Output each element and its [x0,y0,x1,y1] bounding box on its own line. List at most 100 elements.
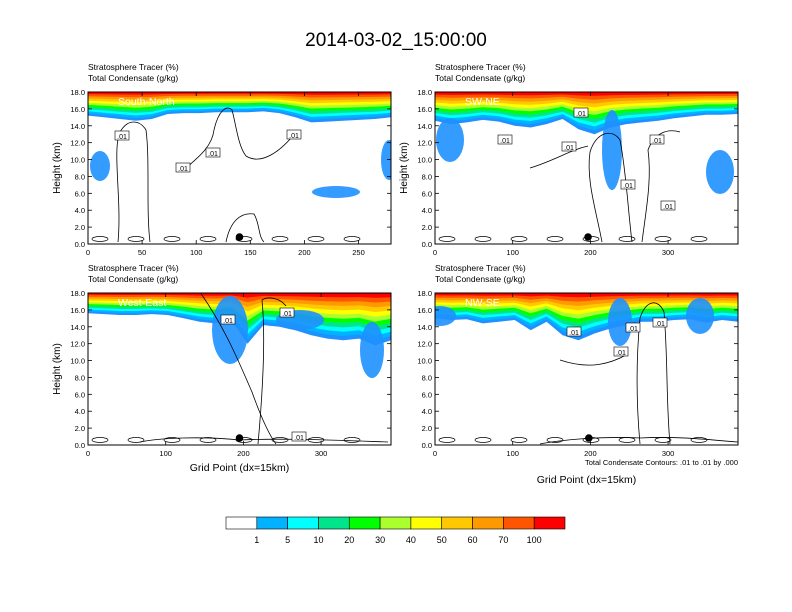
condensate-patch [435,306,456,326]
y-tick-label: 12.0 [417,340,432,349]
x-axis-label: Grid Point (dx=15km) [190,462,290,474]
condensate-contour [116,121,151,243]
condensate-contour [539,437,738,445]
condensate-patch [602,110,622,190]
condensate-patch [608,298,632,346]
y-tick-label: 18.0 [70,88,85,97]
contour-label: .01 [178,166,188,173]
x-tick-label: 200 [298,248,311,257]
contour-label-box [220,314,236,325]
panel-west-east: .01 .01 .01 West-East Stratosphere Tracer (%… [52,263,392,474]
panel-subtitle: Total Condensate (g/kg) [88,274,178,284]
colorbar: 1 5 10 20 30 40 50 60 70 100 [225,516,566,545]
y-tick-label: 8.0 [75,172,85,181]
panel-subtitle: Total Condensate (g/kg) [435,274,525,284]
y-tick-label: 8.0 [75,373,85,382]
y-tick-label: 2.0 [75,424,85,433]
location-marker [235,434,244,442]
x-tick-label: 100 [159,449,172,458]
contour-label-box [291,431,307,442]
plot-frame [434,292,739,446]
y-tick-label: 0.0 [75,240,85,249]
y-tick-label: 14.0 [70,323,85,332]
y-tick-label: 4.0 [75,407,85,416]
y-tick-label: 16.0 [417,105,432,114]
contour-label-box [566,326,582,337]
y-tick-label: 12.0 [70,139,85,148]
y-tick-label: 14.0 [417,122,432,131]
condensate-patch [90,151,110,181]
low-contour [199,437,217,443]
tracer-band [88,293,391,298]
low-contour [690,236,708,242]
panel-label: SW-NE [465,96,500,108]
tracer-band [88,92,391,95]
condensate-contour [200,293,277,445]
tracer-field [88,92,391,243]
x-tick-label: 200 [237,449,250,458]
contour-label: .01 [282,311,292,318]
colorbar-box [472,516,504,530]
y-tick-label: 4.0 [422,407,432,416]
condensate-patch [706,150,734,194]
colorbar-box [379,516,412,530]
colorbar-box [503,516,535,530]
tracer-band [435,293,738,298]
low-contour [343,236,361,242]
low-contour [307,236,325,242]
panel-south-north: .01 .01 .01 .01 South-North Stratosphere Trac… [52,62,392,257]
condensate-patch [360,322,384,378]
contour-label-box [620,179,636,190]
y-tick-label: 6.0 [75,189,85,198]
colorbar-box [287,516,319,530]
contour-label-box [279,307,295,318]
low-contour [235,236,253,242]
colorbar-label: 100 [527,535,542,545]
low-contour [127,236,145,242]
contour-label: .01 [628,326,638,333]
contour-label-box [660,200,676,211]
y-tick-label: 0.0 [75,441,85,450]
panel-subtitle: Stratosphere Tracer (%) [88,62,179,72]
x-tick-label: 250 [352,248,365,257]
contour-label: .01 [564,145,574,152]
low-contour [235,437,253,443]
y-tick-label: 10.0 [70,156,85,165]
low-contour [199,236,217,242]
panel-subtitle: Total Condensate (g/kg) [88,73,178,83]
x-tick-label: 300 [662,449,675,458]
low-contour [618,236,636,242]
y-tick-label: 12.0 [70,340,85,349]
colorbar-label: 10 [313,535,323,545]
x-tick-label: 100 [190,248,203,257]
condensate-contour [529,145,589,169]
plot-frame [434,91,739,245]
panel-subtitle: Stratosphere Tracer (%) [435,62,526,72]
panel-nw-se: .01 .01 .01 .01 NW-SE Stratosphere Tracer (%)… [417,263,739,486]
x-tick-label: 0 [433,449,437,458]
y-tick-label: 18.0 [417,88,432,97]
y-tick-label: 16.0 [417,306,432,315]
y-tick-label: 6.0 [422,189,432,198]
y-axis-label: Height (km) [52,343,63,395]
y-tick-label: 14.0 [417,323,432,332]
contour-label: .01 [569,330,579,337]
contour-label-box [175,162,191,173]
y-tick-label: 16.0 [70,105,85,114]
contour-label: .01 [117,134,127,141]
y-tick-label: 8.0 [422,373,432,382]
low-contour [546,236,564,242]
x-tick-label: 100 [506,248,519,257]
low-contour [510,236,528,242]
y-tick-label: 10.0 [70,357,85,366]
condensate-contour [641,130,681,243]
y-tick-label: 12.0 [417,139,432,148]
y-tick-label: 6.0 [75,390,85,399]
contour-label-box [114,130,130,141]
x-tick-label: 50 [138,248,146,257]
contour-label-box [613,346,629,357]
low-contour [510,437,528,443]
colorbar-label: 20 [344,535,354,545]
y-tick-label: 18.0 [70,289,85,298]
